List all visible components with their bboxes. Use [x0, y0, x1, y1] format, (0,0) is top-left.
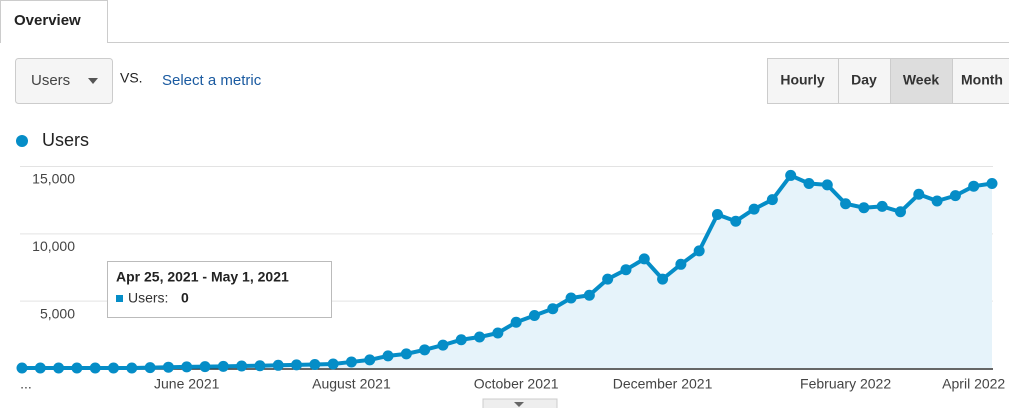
data-point[interactable]: [821, 179, 833, 191]
data-point[interactable]: [34, 362, 46, 374]
tab-label[interactable]: Overview: [14, 12, 81, 29]
x-tick-label: August 2021: [312, 376, 391, 392]
tooltip-swatch: [116, 295, 123, 302]
legend-marker: [16, 135, 28, 147]
data-point[interactable]: [638, 253, 650, 265]
data-point[interactable]: [89, 362, 101, 374]
data-point[interactable]: [528, 309, 540, 321]
x-tick-label: October 2021: [474, 376, 559, 392]
data-point[interactable]: [913, 188, 925, 200]
data-point[interactable]: [620, 264, 632, 276]
data-point[interactable]: [785, 169, 797, 181]
vs-label: VS.: [120, 70, 143, 86]
data-point[interactable]: [291, 359, 303, 371]
dropdown-arrow: [88, 78, 98, 84]
granularity-group: Hourly Day Week Month: [767, 58, 1009, 104]
tooltip: Apr 25, 2021 - May 1, 2021 Users: 0: [107, 261, 332, 318]
x-tick-label: April 2022: [942, 376, 1005, 392]
data-point[interactable]: [16, 362, 28, 374]
data-point[interactable]: [199, 361, 211, 373]
granularity-label[interactable]: Day: [851, 72, 877, 88]
data-point[interactable]: [657, 273, 669, 285]
data-point[interactable]: [71, 362, 83, 374]
area-fill: [22, 175, 992, 368]
data-point[interactable]: [53, 362, 65, 374]
data-point[interactable]: [876, 200, 888, 212]
data-point[interactable]: [474, 331, 486, 343]
data-point[interactable]: [675, 258, 687, 270]
legend-label: Users: [42, 130, 89, 150]
data-point[interactable]: [108, 362, 120, 374]
data-point[interactable]: [510, 316, 522, 328]
data-point[interactable]: [309, 358, 321, 370]
data-point[interactable]: [400, 348, 412, 360]
tooltip-value: 0: [181, 290, 189, 306]
data-point[interactable]: [968, 180, 980, 192]
data-point[interactable]: [693, 245, 705, 257]
data-point[interactable]: [327, 358, 339, 370]
data-point[interactable]: [126, 362, 138, 374]
granularity-label[interactable]: Month: [961, 72, 1003, 88]
data-point[interactable]: [583, 289, 595, 301]
data-point[interactable]: [345, 356, 357, 368]
data-point[interactable]: [181, 361, 193, 373]
tab-gap: [1, 40, 107, 44]
data-point[interactable]: [602, 273, 614, 285]
data-point[interactable]: [236, 360, 248, 372]
granularity-label[interactable]: Week: [903, 72, 940, 88]
y-tick-label: 5,000: [40, 305, 75, 321]
data-point[interactable]: [840, 198, 852, 210]
tab[interactable]: [0, 0, 108, 44]
data-point[interactable]: [382, 350, 394, 362]
data-point[interactable]: [711, 208, 723, 220]
data-point[interactable]: [272, 359, 284, 371]
resize-arrow: [514, 402, 524, 407]
tooltip-box: [107, 261, 332, 318]
x-tick-label: June 2021: [154, 376, 220, 392]
granularity-button[interactable]: [838, 58, 891, 104]
granularity-label[interactable]: Hourly: [780, 72, 825, 88]
data-point[interactable]: [748, 203, 760, 215]
plot-area: 5,000 10,000 15,000... June 2021 August 2021…: [16, 166, 1005, 392]
data-point[interactable]: [949, 190, 961, 202]
y-tick-label: 15,000: [32, 171, 75, 187]
granularity-button[interactable]: [952, 58, 1009, 104]
data-point[interactable]: [547, 303, 559, 315]
x-tick-label: February 2022: [800, 376, 891, 392]
data-point[interactable]: [730, 215, 742, 227]
data-point[interactable]: [858, 202, 870, 214]
x-tick-label: ...: [20, 376, 32, 392]
data-point[interactable]: [455, 334, 467, 346]
y-tick-label: 10,000: [32, 238, 75, 254]
data-point[interactable]: [986, 178, 998, 190]
data-point[interactable]: [364, 354, 376, 366]
data-point[interactable]: [437, 339, 449, 351]
data-point[interactable]: [766, 194, 778, 206]
data-point[interactable]: [254, 360, 266, 372]
metric-dropdown[interactable]: [15, 58, 113, 104]
data-point[interactable]: [492, 327, 504, 339]
data-point[interactable]: [419, 344, 431, 356]
data-point[interactable]: [803, 178, 815, 190]
compare-link[interactable]: Select a metric: [162, 72, 262, 89]
tooltip-date: Apr 25, 2021 - May 1, 2021: [116, 269, 289, 285]
data-point[interactable]: [894, 206, 906, 218]
data-point[interactable]: [162, 361, 174, 373]
metric-dropdown-label[interactable]: Users: [31, 72, 70, 89]
x-tick-label: December 2021: [613, 376, 713, 392]
data-point[interactable]: [931, 195, 943, 207]
data-point[interactable]: [144, 362, 156, 374]
data-point[interactable]: [565, 292, 577, 304]
tooltip-series: Users:: [128, 290, 168, 306]
data-point[interactable]: [217, 360, 229, 372]
granularity-button[interactable]: [890, 58, 953, 104]
